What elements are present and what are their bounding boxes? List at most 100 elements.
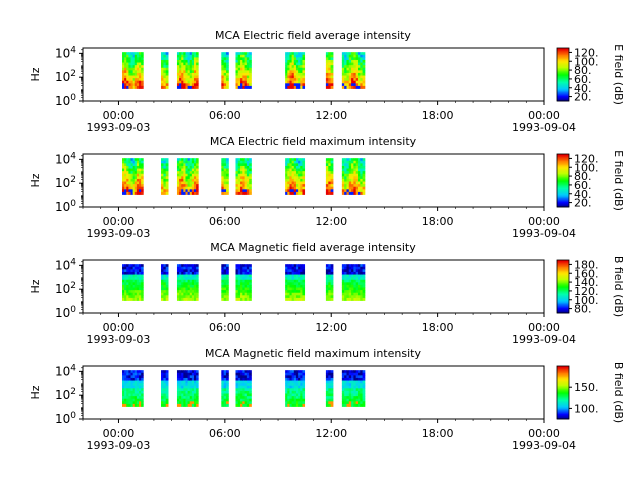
spectrogram-cell [328,279,332,283]
spectrogram-cell [128,388,131,392]
colorbar-segment [557,262,569,265]
spectrogram-cell [242,377,245,381]
spectrogram-cell [223,385,227,389]
spectrogram-cell [344,375,347,379]
spectrogram-cell [325,72,329,76]
spectrogram-cell [240,264,243,268]
spectrogram-cell [187,165,191,169]
spectrogram-cell [358,401,361,405]
spectrogram-cell [351,377,354,381]
colorbar-segment [557,90,569,93]
spectrogram-cell [124,186,127,190]
spectrogram-cell [136,383,140,387]
spectrogram-cell [130,78,134,82]
spectrogram-cell [344,67,347,71]
spectrogram-cell [191,401,195,405]
spectrogram-cell [358,390,361,394]
spectrogram-cell [221,287,225,291]
spectrogram-cell [181,189,184,193]
spectrogram-cell [287,85,290,89]
spectrogram-cell [330,274,334,278]
spectrogram-cell [344,282,347,286]
spectrogram-cell [244,59,248,63]
spectrogram-cell [341,277,345,281]
spectrogram-cell [298,80,301,84]
spectrogram-cell [246,277,250,281]
spectrogram-cell [128,178,131,182]
spectrogram-cell [358,163,361,167]
spectrogram-cell [246,173,250,177]
spectrogram-cell [132,181,136,185]
spectrogram-cell [348,372,352,376]
spectrogram-cell [191,383,195,387]
spectrogram-cell [134,282,138,286]
spectrogram-cell [237,274,241,278]
spectrogram-cell [300,292,303,296]
spectrogram-cell [244,57,248,61]
spectrogram-cell [196,70,199,74]
spectrogram-cell [163,398,167,402]
spectrogram-cell [351,271,354,275]
spectrogram-cell [351,72,354,76]
spectrogram-cell [122,59,125,63]
spectrogram-cell [351,287,354,291]
spectrogram-cell [355,287,359,291]
spectrogram-cell [289,396,293,400]
spectrogram-cell [328,163,332,167]
spectrogram-cell [353,287,357,291]
spectrogram-cell [141,297,144,301]
spectrogram-cell [134,160,138,164]
spectrogram-cell [351,184,354,188]
spectrogram-cell [226,377,229,381]
colorbar-tick-label: 100. [574,294,599,307]
colorbar-segment [557,157,569,160]
spectrogram-cell [132,403,136,407]
spectrogram-cell [183,290,186,294]
spectrogram-cell [295,62,299,66]
spectrogram-cell [139,85,142,89]
spectrogram-cell [132,274,136,278]
panel-3: MCA Magnetic field average intensity1001… [29,241,625,346]
spectrogram-cell [346,171,350,175]
spectrogram-cell [126,401,129,405]
spectrogram-cell [291,83,295,87]
spectrogram-cell [163,279,167,283]
spectrogram-cell [165,52,169,56]
spectrogram-cell [348,385,352,389]
spectrogram-cell [355,189,359,193]
spectrogram-cell [139,282,142,286]
spectrogram-cell [226,398,229,402]
spectrogram-cell [249,297,252,301]
spectrogram-cell [287,83,290,87]
spectrogram-cell [351,274,354,278]
spectrogram-cell [185,158,189,162]
spectrogram-cell [328,274,332,278]
spectrogram-cell [285,165,288,169]
colorbar-segment [557,392,569,395]
spectrogram-cell [191,54,195,58]
spectrogram-cell [237,292,241,296]
spectrogram-cell [128,287,131,291]
spectrogram-cell [187,295,191,299]
colorbar-tick-label: 80. [574,303,592,316]
spectrogram-cell [360,78,364,82]
spectrogram-cell [300,375,303,379]
spectrogram-cell [237,370,241,374]
spectrogram-cell [353,178,357,182]
spectrogram-cell [351,70,354,74]
spectrogram-cell [126,274,129,278]
spectrogram-cell [130,377,134,381]
spectrogram-cell [221,277,225,281]
spectrogram-cell [223,377,227,381]
spectrogram-cell [362,271,366,275]
spectrogram-cell [132,290,136,294]
spectrogram-cell [300,181,303,185]
spectrogram-cell [128,370,131,374]
spectrogram-cell [126,297,129,301]
spectrogram-cell [139,52,142,56]
spectrogram-cell [328,75,332,79]
spectrogram-cell [128,284,131,288]
spectrogram-cell [249,269,252,273]
spectrogram-cell [246,62,250,66]
spectrogram-cell [300,184,303,188]
